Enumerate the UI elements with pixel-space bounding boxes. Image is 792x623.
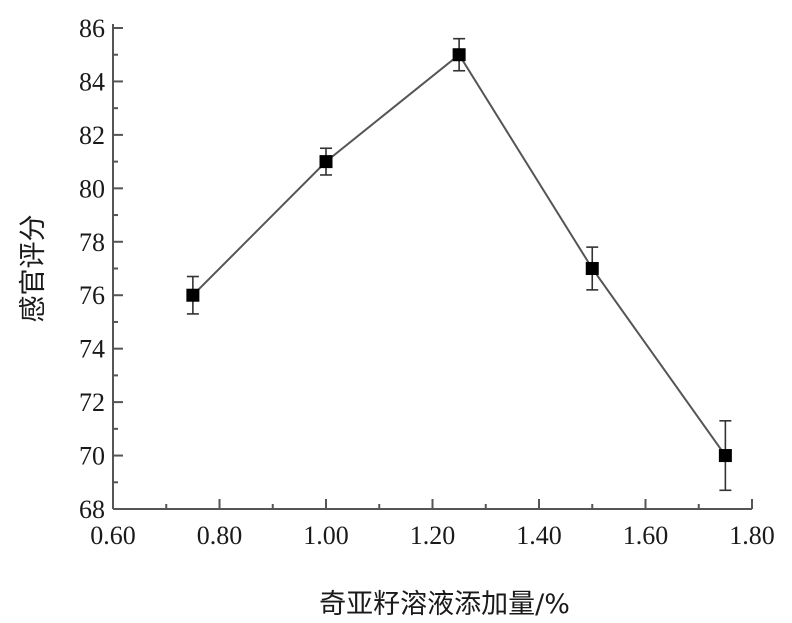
x-axis-title: 奇亚籽溶液添加量/% [319, 589, 570, 620]
x-tick-label: 1.20 [410, 521, 456, 550]
y-tick-label: 84 [79, 67, 105, 96]
x-tick-label: 1.80 [729, 521, 775, 550]
x-tick-label: 1.40 [516, 521, 562, 550]
y-axis-title: 感官评分 [18, 215, 49, 323]
y-tick-label: 78 [79, 228, 105, 257]
y-tick-label: 70 [79, 442, 105, 471]
data-point [718, 449, 732, 463]
y-tick-label: 80 [79, 174, 105, 203]
x-tick-label: 0.80 [197, 521, 243, 550]
y-tick-label: 76 [79, 281, 105, 310]
data-point [585, 262, 599, 275]
y-tick-label: 82 [79, 121, 105, 150]
x-tick-label: 1.60 [623, 521, 669, 550]
y-tick-label: 72 [79, 388, 105, 417]
labels: 感官评分 奇亚籽溶液添加量/% [18, 215, 570, 621]
x-tick-label: 1.00 [303, 521, 349, 550]
y-tick-label: 86 [79, 14, 105, 43]
x-tick-label: 0.60 [90, 521, 136, 550]
series-group [186, 37, 732, 492]
y-tick-label: 74 [79, 335, 105, 364]
y-tick-label: 68 [79, 495, 105, 524]
data-point [319, 155, 333, 169]
data-point [186, 288, 200, 302]
data-point [452, 48, 466, 62]
series-line [192, 53, 727, 457]
axes: 68 70 72 74 76 78 80 82 84 86 0.60 0.80 1.00 1.20 1.40… [79, 14, 775, 550]
